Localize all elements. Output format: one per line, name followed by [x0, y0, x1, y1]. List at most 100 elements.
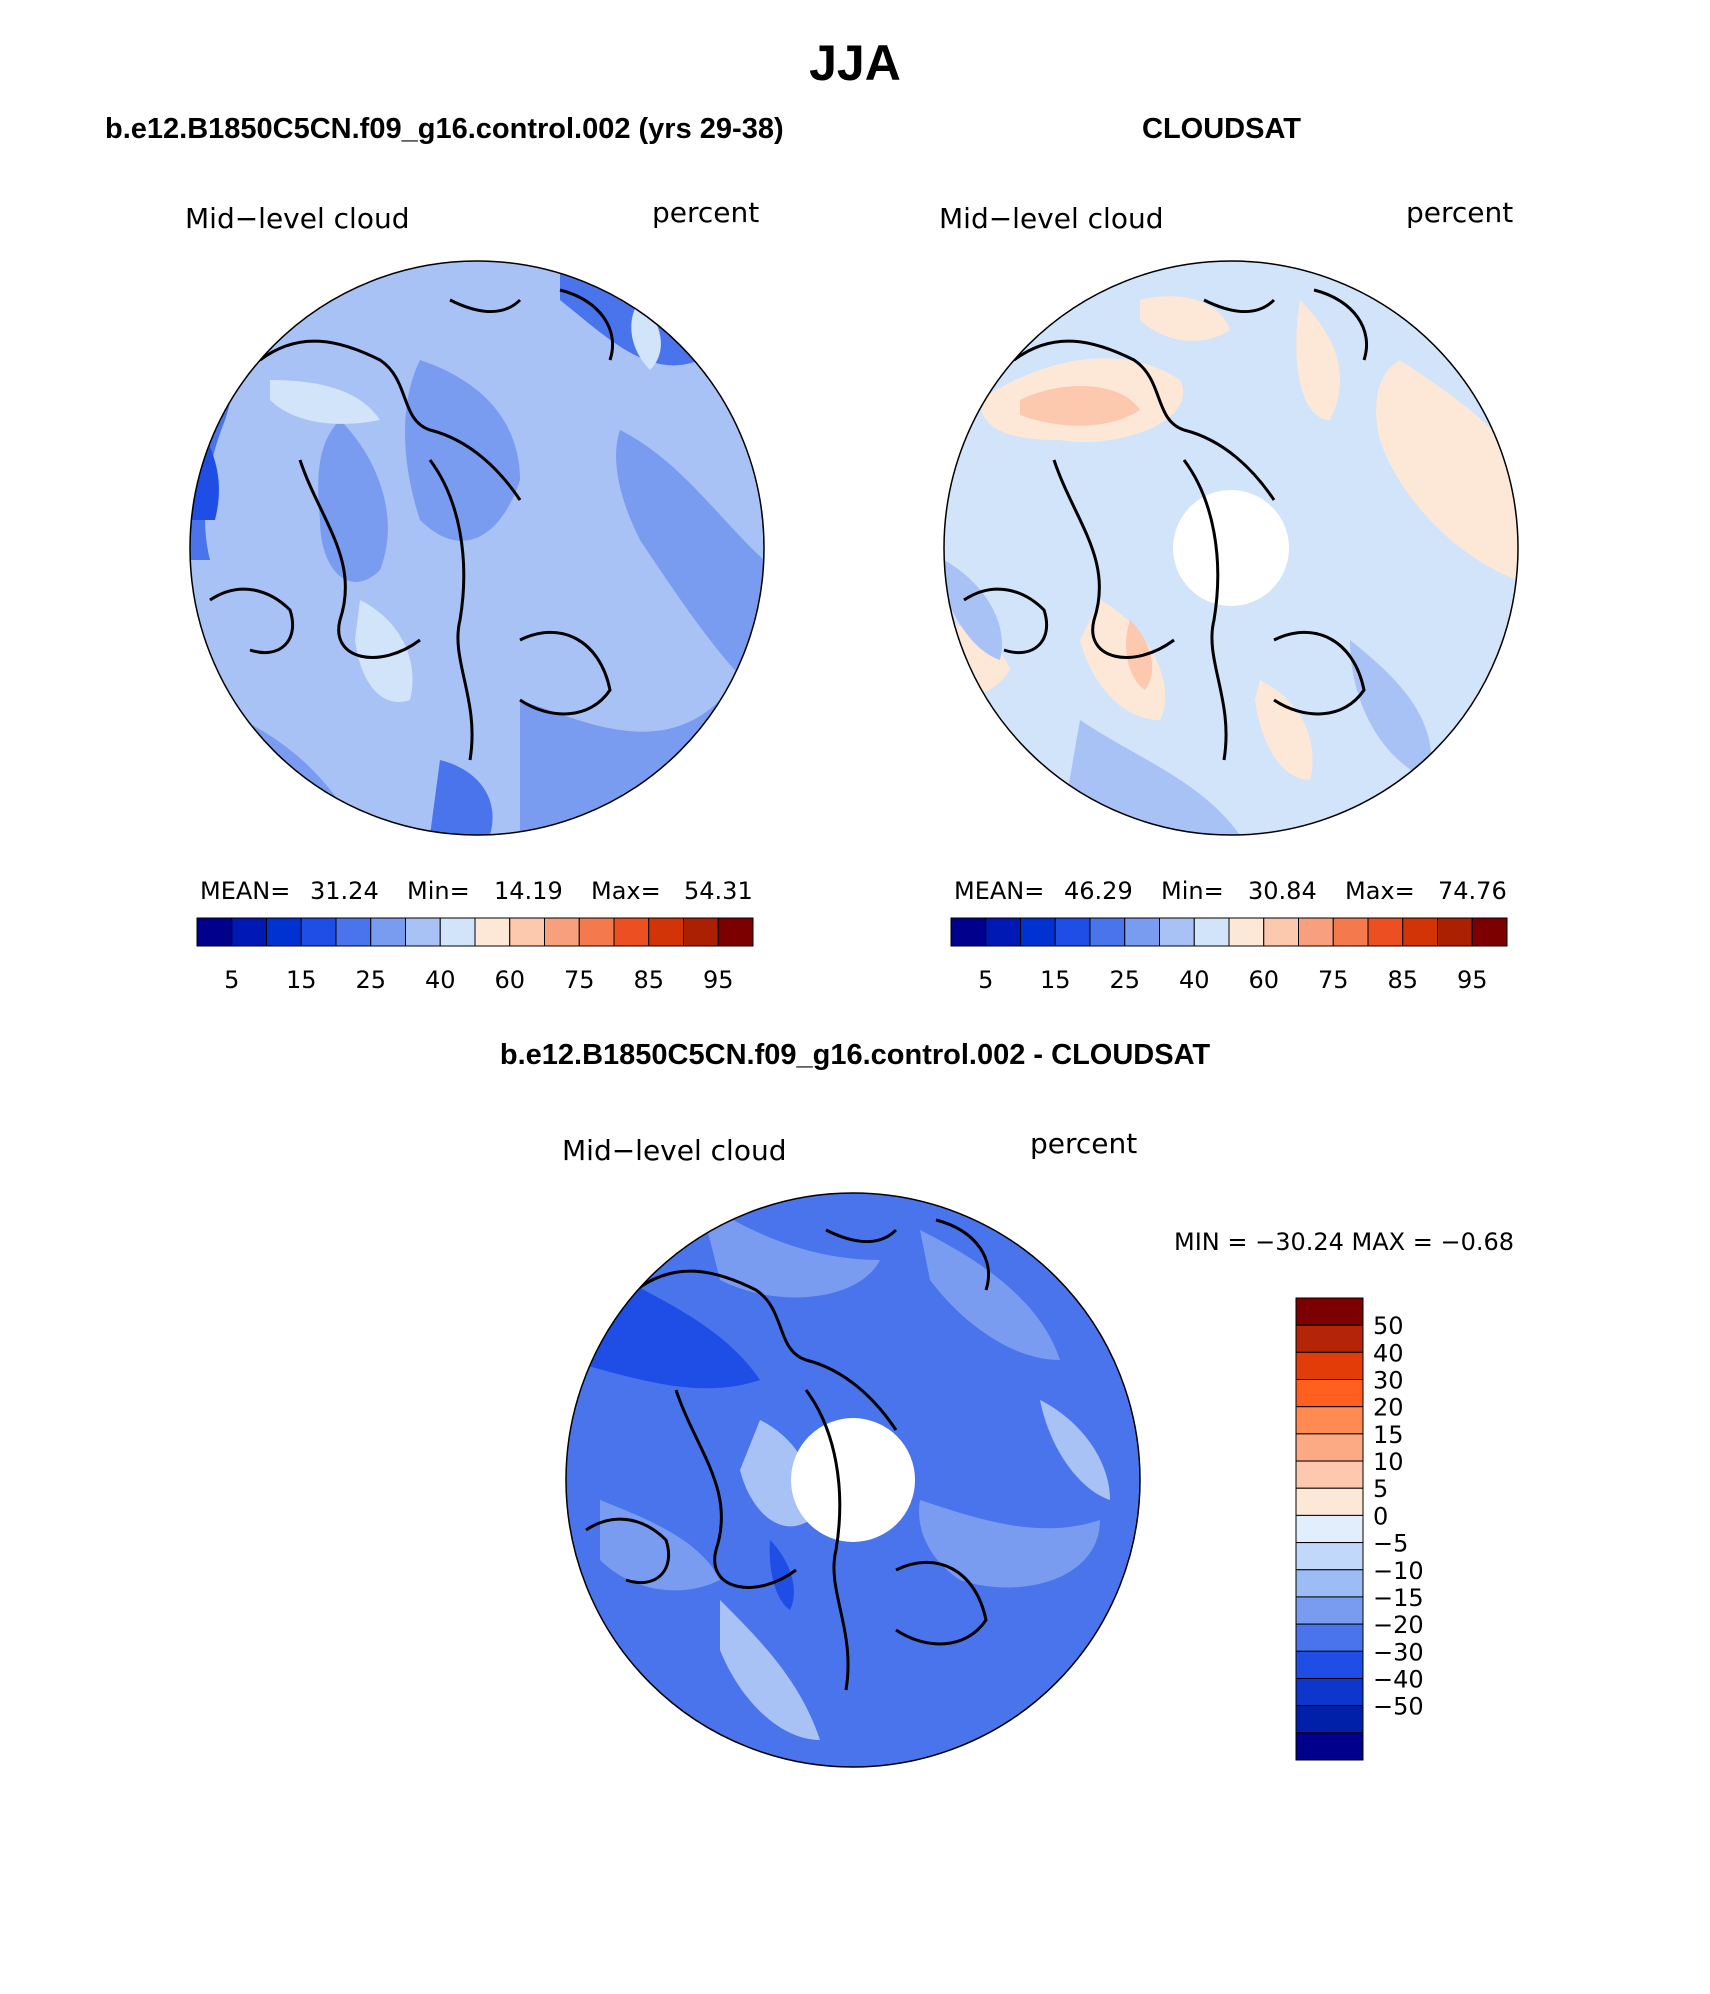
- panel-diff-colorbar-swatch: [1295, 1514, 1364, 1544]
- panel-model-colorbar-swatch: [683, 917, 719, 947]
- panel-model-mean-value: 31.24: [310, 877, 379, 905]
- panel-obs: CLOUDSAT Mid−level cloud percent MEAN= 4…: [939, 113, 1519, 994]
- panel-diff-colorbar-tick-label: −30: [1373, 1638, 1424, 1666]
- panel-obs-colorbar-tick-label: 25: [1109, 966, 1140, 994]
- panel-model-colorbar-tick-label: 85: [633, 966, 664, 994]
- panel-diff-colorbar-swatch: [1295, 1542, 1364, 1571]
- panel-diff: b.e12.B1850C5CN.f09_g16.control.002 - CL…: [500, 1039, 1514, 1768]
- panel-model-colorbar-swatch: [578, 917, 615, 947]
- panel-model-colorbar: 5 15 25 40 60 75 85 95: [196, 917, 754, 994]
- panel-diff-units-label: percent: [1030, 1127, 1137, 1160]
- panel-obs-max-label: Max=: [1345, 877, 1415, 905]
- panel-diff-colorbar-swatch: [1295, 1379, 1364, 1408]
- panel-model-min-value: 14.19: [494, 877, 563, 905]
- panel-diff-variable-label: Mid−level cloud: [562, 1134, 786, 1167]
- panel-obs-colorbar-swatch: [1263, 917, 1299, 947]
- panel-model: b.e12.B1850C5CN.f09_g16.control.002 (yrs…: [105, 113, 784, 994]
- panel-model-colorbar-tick-label: 5: [224, 966, 239, 994]
- panel-obs-colorbar-tick-label: 15: [1040, 966, 1071, 994]
- panel-obs-colorbar-tick-label: 95: [1457, 966, 1488, 994]
- panel-diff-minmax: MIN = −30.24 MAX = −0.68: [1174, 1228, 1514, 1256]
- panel-diff-header: b.e12.B1850C5CN.f09_g16.control.002 - CL…: [500, 1039, 1210, 1071]
- panel-model-colorbar-tick-label: 15: [286, 966, 317, 994]
- panel-model-colorbar-swatch: [717, 917, 754, 947]
- panel-diff-colorbar-tick-label: −10: [1373, 1557, 1424, 1585]
- panel-diff-colorbar-swatch: [1295, 1596, 1364, 1625]
- panel-model-colorbar-swatch: [648, 917, 684, 947]
- panel-obs-colorbar-swatch: [1054, 917, 1091, 947]
- panel-obs-min-value: 30.84: [1248, 877, 1317, 905]
- panel-obs-colorbar-swatch: [1332, 917, 1369, 947]
- panel-diff-colorbar-tick-label: 15: [1373, 1421, 1404, 1449]
- panel-diff-colorbar-swatch: [1295, 1677, 1364, 1707]
- panel-obs-colorbar-swatch: [1437, 917, 1473, 947]
- panel-obs-colorbar-swatch: [1020, 917, 1056, 947]
- panel-model-colorbar-swatch: [509, 917, 545, 947]
- panel-obs-min-label: Min=: [1161, 877, 1224, 905]
- panel-obs-variable-label: Mid−level cloud: [939, 202, 1163, 235]
- panel-model-colorbar-swatch: [300, 917, 337, 947]
- panel-model-colorbar-swatch: [266, 917, 302, 947]
- panel-obs-colorbar-swatch: [1193, 917, 1230, 947]
- panel-model-colorbar-swatch: [474, 917, 511, 947]
- panel-model-colorbar-tick-label: 75: [564, 966, 595, 994]
- panel-model-header: b.e12.B1850C5CN.f09_g16.control.002 (yrs…: [105, 113, 784, 145]
- panel-diff-colorbar-swatch: [1295, 1705, 1364, 1734]
- panel-obs-colorbar-swatch: [1089, 917, 1126, 947]
- panel-model-colorbar-tick-label: 60: [494, 966, 525, 994]
- panel-obs-colorbar-tick-label: 40: [1179, 966, 1210, 994]
- panel-model-colorbar-swatch: [335, 917, 372, 947]
- panel-diff-colorbar-tick-label: 30: [1373, 1367, 1404, 1395]
- panel-model-colorbar-swatch: [231, 917, 267, 947]
- panel-obs-colorbar-tick-label: 60: [1248, 966, 1279, 994]
- figure-title: JJA: [809, 35, 901, 91]
- panel-diff-colorbar-swatch: [1295, 1351, 1364, 1381]
- panel-diff-colorbar-swatch: [1295, 1487, 1364, 1516]
- panel-diff-colorbar-swatch: [1295, 1650, 1364, 1679]
- panel-diff-colorbar-tick-label: 50: [1373, 1312, 1404, 1340]
- panel-model-min-label: Min=: [407, 877, 470, 905]
- panel-obs-colorbar: 5 15 25 40 60 75 85 95: [950, 917, 1508, 994]
- panel-diff-colorbar-tick-label: 40: [1373, 1339, 1404, 1367]
- panel-model-colorbar-swatch: [544, 917, 580, 947]
- panel-obs-header: CLOUDSAT: [1142, 113, 1301, 145]
- panel-diff-colorbar-tick-label: 20: [1373, 1394, 1404, 1422]
- panel-model-colorbar-tick-label: 40: [425, 966, 456, 994]
- panel-model-colorbar-swatch: [196, 917, 233, 947]
- panel-model-colorbar-tick-label: 95: [703, 966, 734, 994]
- panel-obs-max-value: 74.76: [1438, 877, 1507, 905]
- panel-obs-colorbar-swatch: [985, 917, 1021, 947]
- panel-diff-colorbar-swatch: [1295, 1406, 1364, 1435]
- panel-obs-colorbar-swatch: [950, 917, 987, 947]
- panel-obs-colorbar-tick-label: 85: [1387, 966, 1418, 994]
- panel-diff-colorbar-tick-label: −5: [1373, 1530, 1408, 1558]
- panel-obs-colorbar-swatch: [1471, 917, 1508, 947]
- panel-obs-colorbar-swatch: [1367, 917, 1404, 947]
- panel-model-colorbar-swatch: [405, 917, 441, 947]
- panel-diff-colorbar-tick-label: 5: [1373, 1475, 1388, 1503]
- panel-model-variable-label: Mid−level cloud: [185, 202, 409, 235]
- panel-diff-colorbar-swatch: [1295, 1623, 1364, 1652]
- panel-diff-colorbar-tick-label: 10: [1373, 1448, 1404, 1476]
- panel-obs-colorbar-swatch: [1159, 917, 1195, 947]
- panel-diff-colorbar-swatch: [1295, 1460, 1364, 1489]
- panel-model-max-label: Max=: [591, 877, 661, 905]
- panel-diff-colorbar-swatch: [1295, 1569, 1364, 1598]
- panel-diff-colorbar-tick-label: 0: [1373, 1502, 1388, 1530]
- panel-obs-colorbar-tick-label: 75: [1318, 966, 1349, 994]
- panel-obs-colorbar-swatch: [1402, 917, 1438, 947]
- panel-model-colorbar-tick-label: 25: [355, 966, 386, 994]
- panel-model-colorbar-swatch: [370, 917, 406, 947]
- panel-model-mean-label: MEAN=: [200, 877, 290, 905]
- panel-model-map: [190, 261, 764, 835]
- panel-diff-colorbar-tick-label: −40: [1373, 1665, 1424, 1693]
- panel-obs-units-label: percent: [1406, 196, 1513, 229]
- panel-model-max-value: 54.31: [684, 877, 753, 905]
- panel-obs-map: [944, 261, 1518, 835]
- panel-obs-mean-value: 46.29: [1064, 877, 1133, 905]
- panel-obs-colorbar-swatch: [1298, 917, 1334, 947]
- panel-diff-colorbar-swatch: [1295, 1324, 1364, 1353]
- panel-model-colorbar-swatch: [613, 917, 650, 947]
